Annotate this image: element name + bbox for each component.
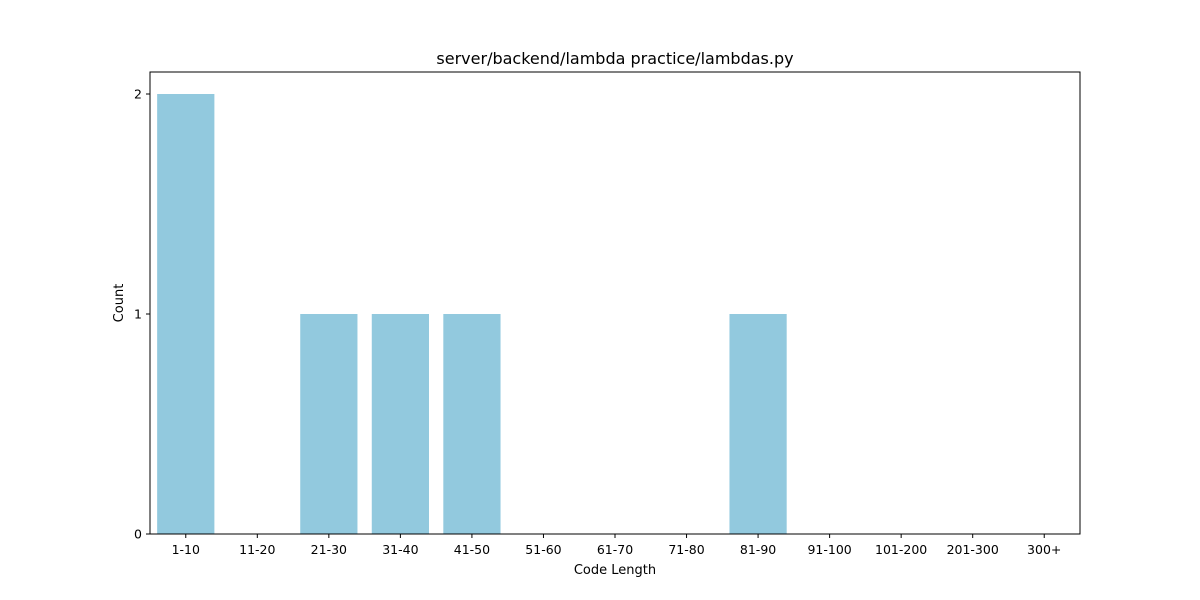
x-tick-label: 91-100 bbox=[807, 542, 851, 557]
chart-title: server/backend/lambda practice/lambdas.p… bbox=[436, 49, 793, 68]
x-tick-label: 71-80 bbox=[668, 542, 704, 557]
x-tick-label: 201-300 bbox=[947, 542, 999, 557]
x-tick-label: 1-10 bbox=[172, 542, 200, 557]
bar-31-40 bbox=[371, 314, 429, 534]
x-axis-ticks: 1-10 11-20 21-30 31-40 41-50 51-60 61-70 71-80 8… bbox=[172, 534, 1061, 557]
x-tick-label: 101-200 bbox=[875, 542, 927, 557]
plot-frame bbox=[149, 71, 1081, 535]
y-tick-label: 2 bbox=[134, 87, 142, 102]
x-tick-label: 31-40 bbox=[382, 542, 418, 557]
y-axis-ticks: 0 1 2 bbox=[134, 87, 150, 542]
bar-41-50 bbox=[443, 314, 501, 534]
x-tick-label: 41-50 bbox=[454, 542, 490, 557]
x-tick-label: 61-70 bbox=[597, 542, 633, 557]
y-tick-label: 1 bbox=[134, 307, 142, 322]
bar-81-90 bbox=[729, 314, 787, 534]
x-axis-label: Code Length bbox=[574, 563, 656, 578]
bar-21-30 bbox=[300, 314, 358, 534]
x-tick-label: 300+ bbox=[1027, 542, 1061, 557]
y-tick-label: 0 bbox=[134, 527, 142, 542]
x-tick-label: 81-90 bbox=[740, 542, 776, 557]
bar-1-10 bbox=[157, 94, 215, 534]
bars-group bbox=[157, 94, 787, 534]
y-axis-label: Count bbox=[112, 284, 127, 323]
x-tick-label: 21-30 bbox=[311, 542, 347, 557]
x-tick-label: 11-20 bbox=[239, 542, 275, 557]
x-tick-label: 51-60 bbox=[525, 542, 561, 557]
